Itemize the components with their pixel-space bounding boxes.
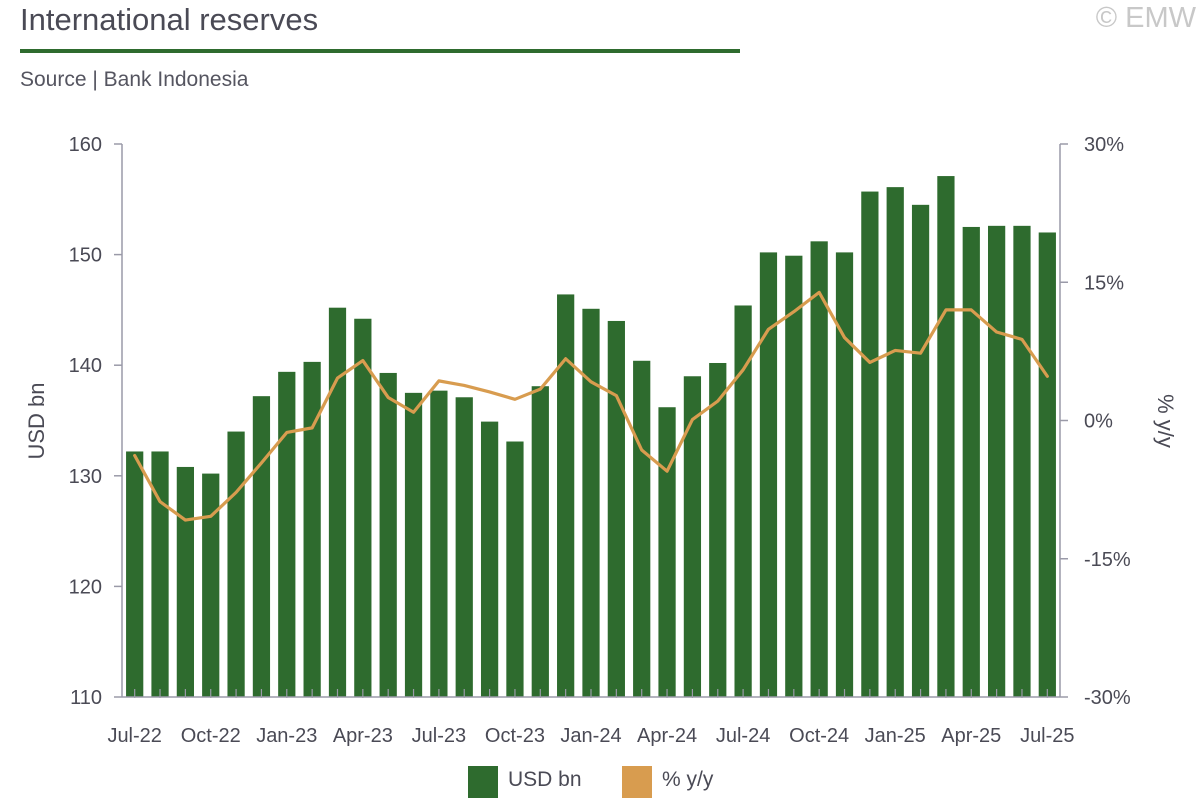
bar-may-24: [683, 376, 702, 697]
y-tick-label: 150: [69, 245, 102, 267]
bar-oct-24: [810, 241, 828, 697]
bar-feb-25: [911, 204, 930, 697]
y-tick-label: 160: [69, 134, 102, 156]
bar-sep-22: [176, 466, 194, 697]
y-tick-label: 140: [69, 355, 102, 377]
x-tick-label: Jul-24: [716, 725, 770, 747]
x-tick-label: Oct-24: [789, 725, 849, 747]
x-tick-label: Jan-23: [256, 725, 317, 747]
line-layer: [133, 290, 1049, 522]
legend: USD bn % y/y: [0, 764, 1200, 800]
x-tick-label: Jan-25: [865, 725, 926, 747]
y2-tick-label: -30%: [1084, 687, 1131, 709]
axes-layer: [114, 143, 1068, 698]
bar-jun-23: [404, 392, 423, 697]
y2-tick-label: 15%: [1084, 272, 1124, 294]
bar-oct-23: [506, 441, 524, 697]
bar-jun-25: [1013, 225, 1031, 697]
x-tick-label: Apr-25: [941, 725, 1001, 747]
title-rule: [20, 49, 740, 53]
copyright-mark: © EMW: [1095, 2, 1196, 34]
labels-layer: 110 120 130 140 150 160 -30% -15% 0% 15% 30% Jul-22…: [24, 134, 1178, 747]
bar-jan-24: [582, 308, 600, 697]
x-tick-label: Apr-24: [637, 725, 697, 747]
bar-dec-24: [861, 191, 879, 697]
bar-jan-25: [886, 187, 904, 697]
bar-mar-25: [937, 176, 955, 697]
bar-may-23: [379, 372, 397, 697]
bar-aug-24: [759, 252, 778, 697]
bar-mar-24: [633, 360, 651, 697]
bar-jul-23: [430, 390, 448, 697]
bar-aug-23: [455, 397, 473, 697]
y-tick-label: 130: [69, 466, 102, 488]
bar-may-25: [988, 225, 1006, 697]
legend-label-yoy: % y/y: [662, 768, 714, 791]
x-tick-label: Jan-24: [560, 725, 621, 747]
bar-dec-22: [252, 396, 271, 697]
x-tick-label: Oct-22: [181, 725, 241, 747]
legend-swatch-usd: [468, 766, 498, 798]
bar-jul-24: [734, 305, 752, 697]
bar-dec-23: [557, 294, 575, 697]
bar-jun-24: [709, 362, 727, 697]
bar-nov-23: [531, 386, 549, 697]
y2-tick-label: 30%: [1084, 134, 1124, 156]
bar-sep-23: [480, 421, 499, 697]
bar-mar-23: [328, 307, 347, 697]
bar-jul-22: [126, 451, 144, 697]
x-tick-label: Jul-25: [1020, 725, 1074, 747]
bar-nov-24: [835, 252, 854, 697]
y-tick-label: 120: [69, 576, 102, 598]
x-tick-label: Jul-22: [107, 725, 161, 747]
bar-feb-23: [303, 361, 321, 697]
bars-layer: [126, 176, 1056, 698]
bar-oct-22: [202, 473, 220, 697]
reserves-chart: 110 120 130 140 150 160 -30% -15% 0% 15% 30% Jul-22…: [24, 134, 1178, 747]
bar-feb-24: [607, 320, 625, 697]
y2-axis-title: % y/y: [1153, 394, 1178, 448]
source-note: Source | Bank Indonesia: [20, 68, 249, 91]
bar-apr-24: [658, 407, 676, 697]
y-axis-title: USD bn: [24, 382, 49, 459]
x-tick-label: Jul-23: [412, 725, 466, 747]
bar-jan-23: [278, 371, 296, 697]
bar-aug-22: [151, 451, 169, 697]
bar-apr-23: [354, 318, 372, 697]
bar-jul-25: [1038, 232, 1056, 698]
y2-tick-label: 0%: [1084, 411, 1113, 433]
x-tick-label: Apr-23: [333, 725, 393, 747]
y-tick-label: 110: [70, 687, 102, 709]
y2-tick-label: -15%: [1084, 549, 1131, 571]
x-tick-label: Oct-23: [485, 725, 545, 747]
bar-apr-25: [962, 226, 980, 697]
legend-swatch-yoy: [622, 766, 652, 798]
legend-label-usd: USD bn: [508, 768, 582, 791]
page-title: International reserves: [20, 2, 319, 37]
bar-nov-22: [227, 431, 245, 697]
bar-sep-24: [785, 255, 803, 697]
